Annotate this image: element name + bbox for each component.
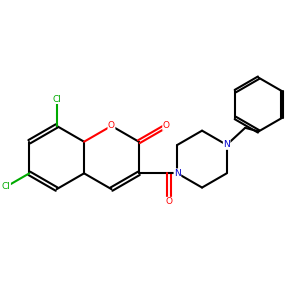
Text: O: O xyxy=(165,197,172,206)
Text: Cl: Cl xyxy=(52,94,61,103)
Text: O: O xyxy=(108,122,115,130)
Text: O: O xyxy=(163,122,170,130)
Text: Cl: Cl xyxy=(2,182,10,191)
Text: N: N xyxy=(174,169,181,178)
Text: N: N xyxy=(223,140,230,149)
